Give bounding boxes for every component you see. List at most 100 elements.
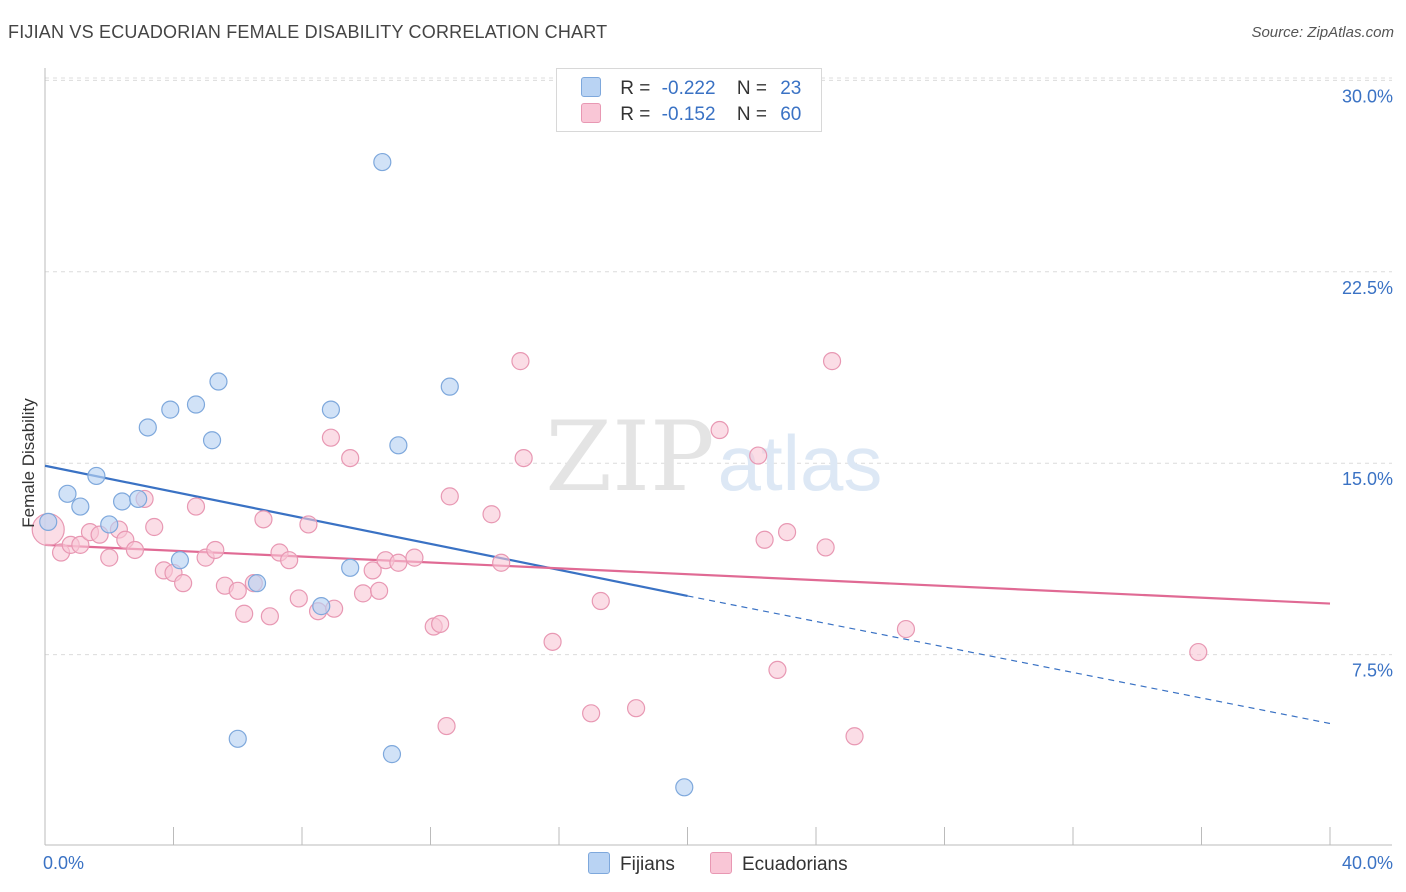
correlation-legend: R = -0.222 N = 23 R = -0.152 N = 60 [556, 68, 822, 132]
y-axis-label: Female Disability [19, 398, 38, 528]
ecuadorians-point [437, 716, 456, 736]
ecuadorians-swatch [581, 103, 601, 123]
ecuadorians-point [543, 632, 562, 651]
fijians-swatch [581, 77, 601, 97]
ecuadorians-point [280, 551, 299, 570]
fijians-point [202, 431, 222, 450]
y-tick-label: 30.0% [1342, 86, 1393, 106]
ecuadorians-point [816, 538, 835, 557]
ecuadorians-point [482, 505, 501, 524]
ecuadorians-point [389, 553, 408, 572]
y-tick-label: 22.5% [1342, 278, 1393, 298]
y-tick-label: 7.5% [1352, 661, 1393, 681]
grid-lines [45, 77, 1392, 656]
ecuadorians-point [768, 660, 787, 680]
source-label: Source: ZipAtlas.com [1251, 24, 1394, 41]
bottom-legend-ecuadorians: Ecuadorians [710, 852, 848, 876]
fijians-point [373, 152, 392, 172]
ecuadorians-point [145, 517, 164, 537]
ecuadorians-point [405, 548, 424, 567]
ecuadorians-point [206, 540, 225, 560]
ecuadorians-point [591, 591, 610, 611]
fijians-point [341, 558, 360, 577]
watermark: ZIP atlas [545, 401, 882, 513]
watermark-atlas: atlas [718, 419, 883, 507]
fijians-point [58, 484, 77, 503]
legend-r-value: -0.152 [661, 104, 716, 125]
ecuadorians-point [321, 428, 341, 447]
ecuadorians-point [1189, 642, 1208, 662]
ecuadorians-point [260, 607, 279, 626]
ecuadorians-point [174, 574, 193, 593]
fijians-point [161, 400, 180, 419]
trend-lines [44, 464, 1331, 725]
ecuadorians-point [822, 352, 842, 371]
ecuadorians-point [71, 535, 90, 554]
ecuadorians-point [186, 497, 206, 516]
fijians-point [675, 778, 694, 797]
ecuadorians-point [492, 553, 511, 572]
ecuadorians-point [254, 510, 273, 529]
fijians-swatch [588, 852, 610, 874]
fijians-point [39, 512, 58, 531]
legend-row-fijians: R = -0.222 N = 23 [581, 77, 801, 100]
ecuadorians-point [749, 446, 768, 465]
data-points [31, 152, 1208, 797]
ecuadorians-point [514, 448, 533, 468]
legend-r-value: -0.222 [661, 78, 716, 99]
ecuadorians-point [353, 584, 373, 603]
legend-r-label: R = [620, 104, 651, 125]
ecuadorians-point [511, 352, 530, 371]
legend-r-label: R = [620, 78, 651, 99]
fijians-trend-line [44, 464, 688, 597]
legend-row-ecuadorians: R = -0.152 N = 60 [581, 103, 801, 126]
tick-labels: 7.5% 15.0% 22.5% 30.0% 0.0% 40.0% [43, 86, 1393, 873]
ecuadorians-swatch [710, 852, 732, 874]
ecuadorians-point [440, 487, 459, 506]
ecuadorians-point [582, 704, 601, 723]
x-tick-label-max: 40.0% [1342, 853, 1393, 873]
ecuadorians-point [100, 548, 119, 567]
fijians-point [71, 497, 90, 516]
fijians-point [209, 372, 228, 391]
fijians-point [321, 400, 341, 419]
y-tick-label: 15.0% [1342, 469, 1393, 489]
legend-label-fijians: Fijians [620, 854, 675, 875]
watermark-zip: ZIP [545, 401, 714, 513]
fijians-point [228, 729, 247, 748]
ecuadorians-point [626, 699, 646, 718]
legend-label-ecuadorians: Ecuadorians [742, 854, 848, 875]
ecuadorians-point [431, 614, 450, 634]
ecuadorians-point [125, 540, 145, 560]
ecuadorians-point [341, 448, 360, 468]
ecuadorians-point [235, 604, 254, 623]
fijians-point [247, 574, 267, 593]
ecuadorians-point [299, 515, 318, 534]
fijians-point [440, 377, 459, 396]
fijians-point [138, 418, 157, 437]
ecuadorians-point [228, 581, 247, 600]
fijians-point [112, 492, 132, 511]
chart-title: FIJIAN VS ECUADORIAN FEMALE DISABILITY C… [8, 22, 608, 42]
fijians-point [382, 745, 402, 764]
ecuadorians-point [777, 523, 797, 542]
legend-n-value: 60 [780, 104, 802, 125]
legend-n-value: 23 [780, 78, 802, 99]
fijians-point [170, 551, 190, 570]
fijians-point [100, 515, 119, 534]
ecuadorians-point [710, 420, 729, 440]
ecuadorians-trend-line [44, 543, 1331, 605]
ecuadorians-point [363, 561, 382, 580]
ecuadorians-point [370, 581, 389, 600]
ecuadorians-point [755, 530, 774, 549]
x-tick-label-min: 0.0% [43, 853, 84, 873]
fijians-point [129, 489, 148, 509]
ecuadorians-point [845, 727, 864, 746]
fijians-point [87, 466, 106, 486]
ecuadorians-point [896, 619, 916, 639]
bottom-legend-fijians: Fijians [588, 852, 675, 876]
fijians-trend-extension [687, 595, 1331, 725]
legend-n-label: N = [736, 78, 767, 99]
ecuadorians-point [289, 589, 308, 608]
